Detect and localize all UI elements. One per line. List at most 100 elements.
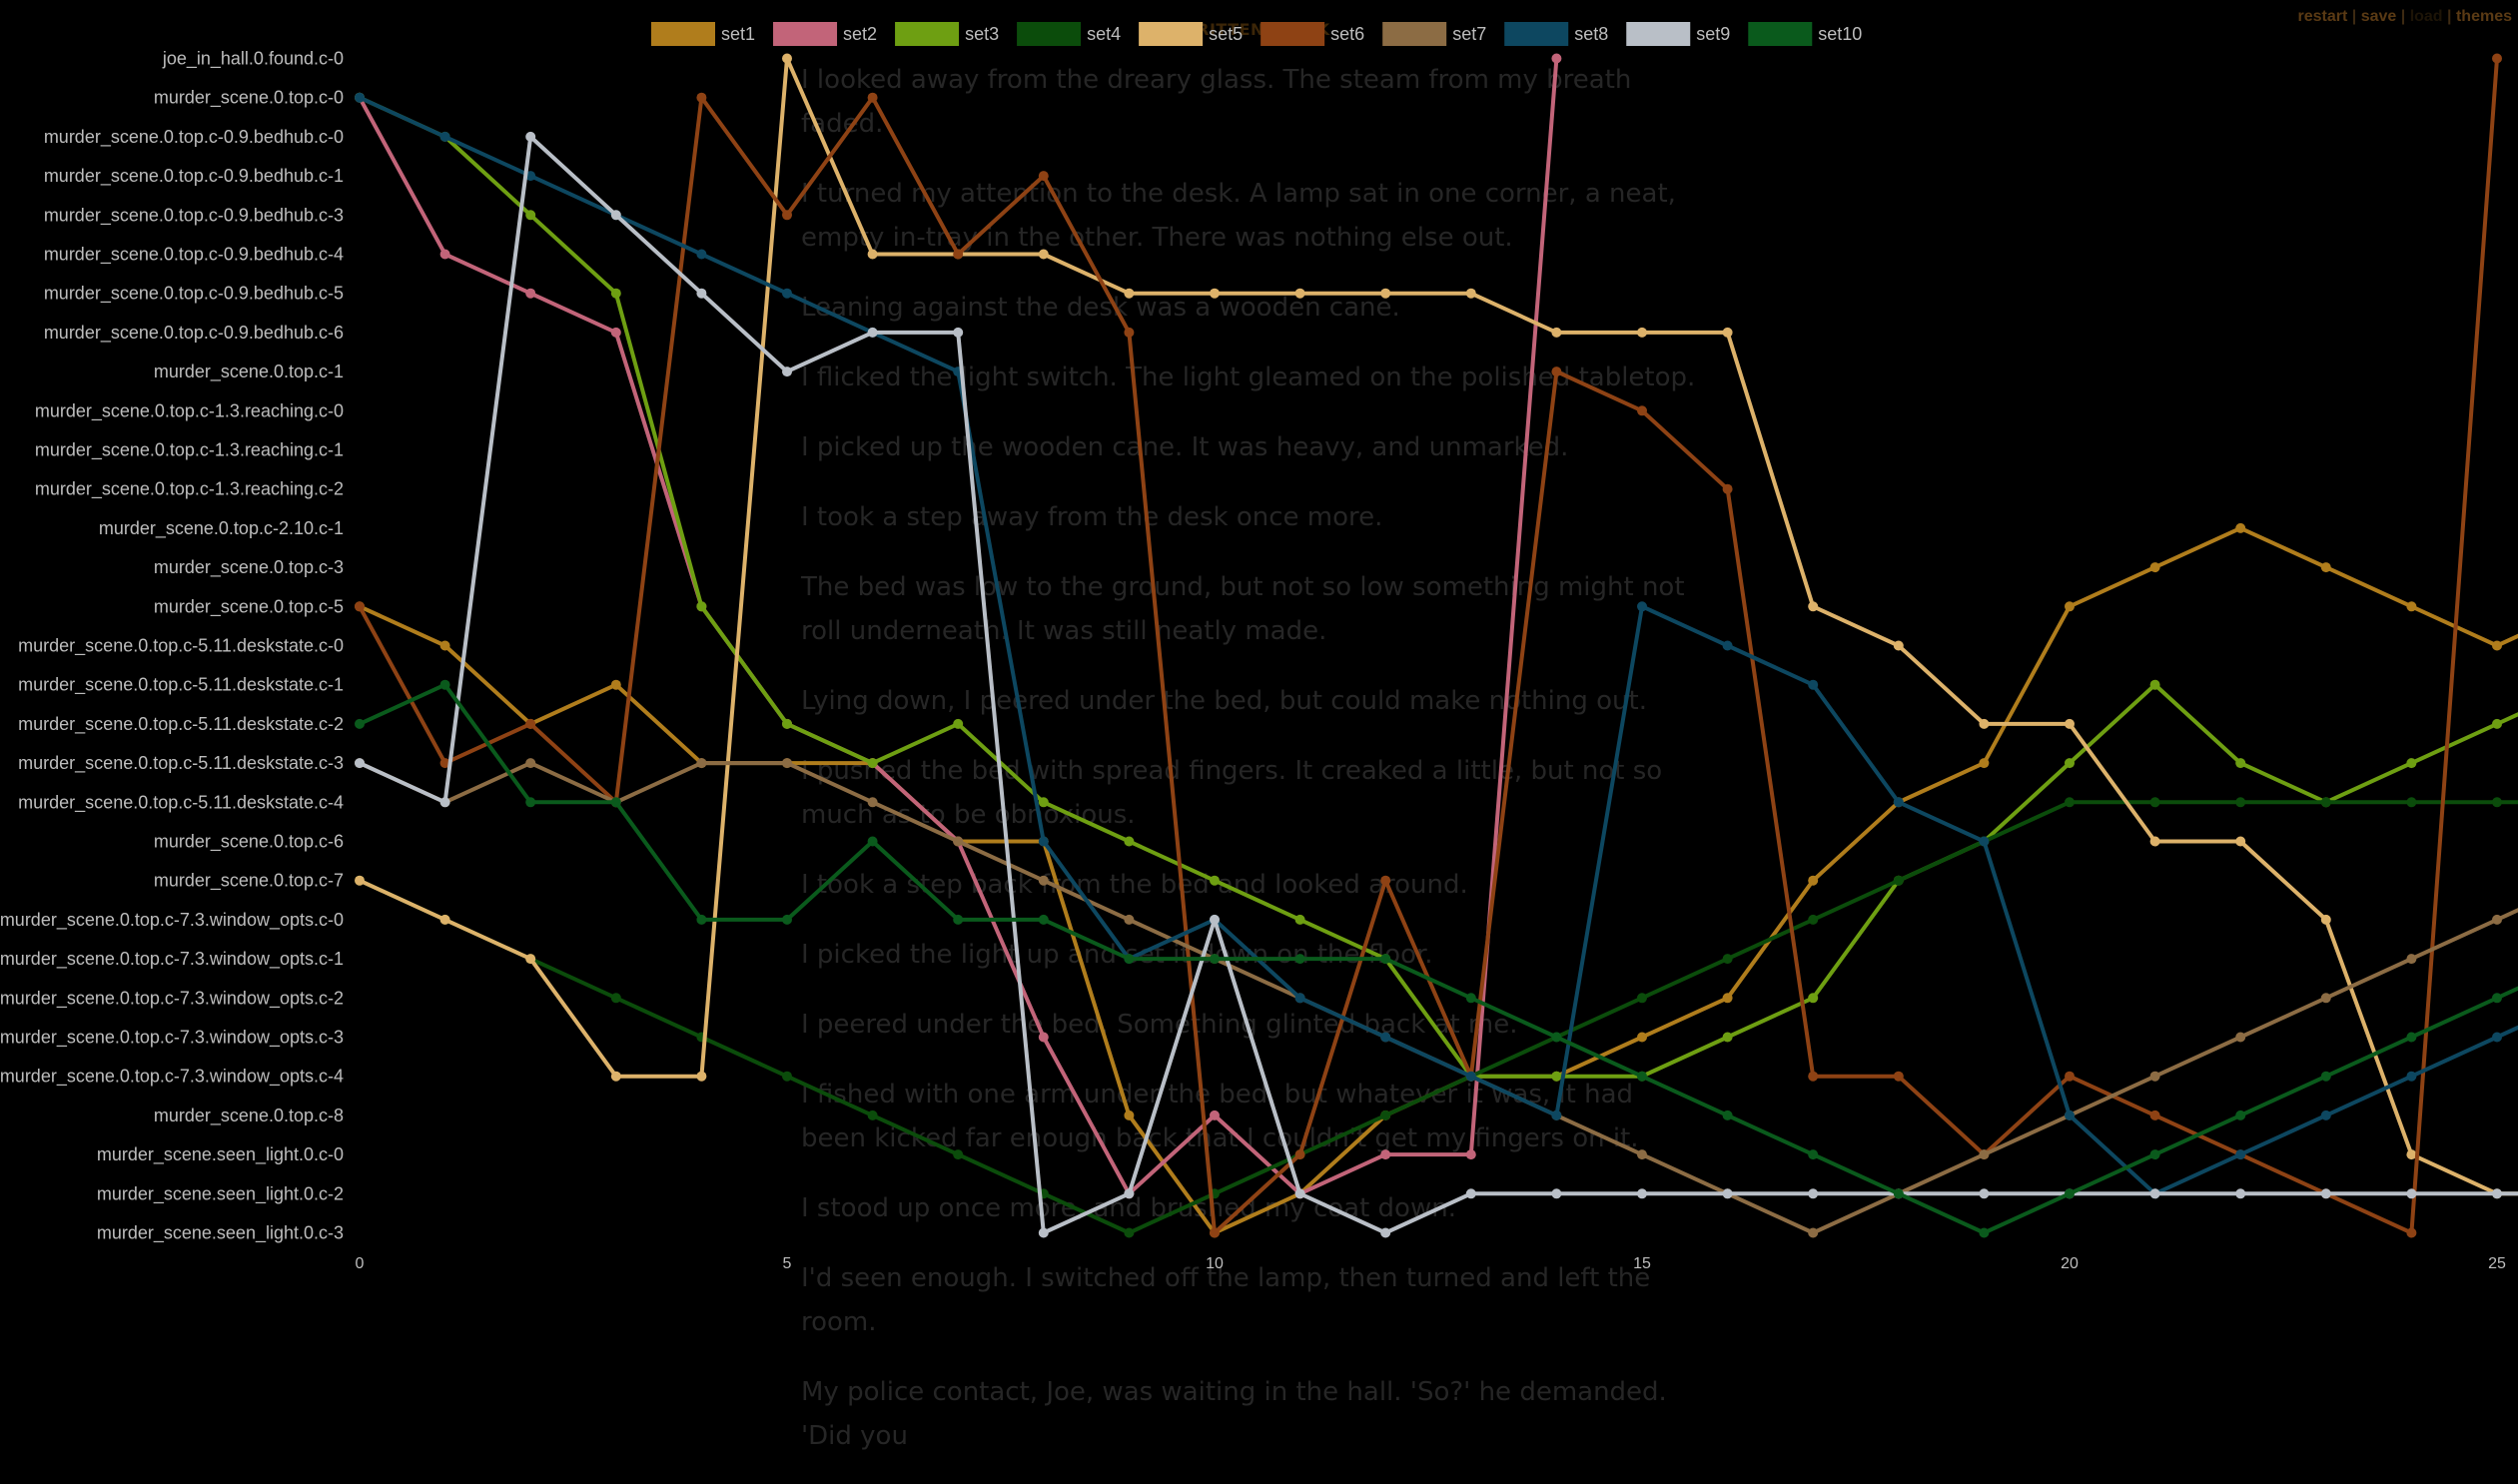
y-tick-label: murder_scene.0.top.c-8 bbox=[154, 1106, 344, 1126]
data-point bbox=[1294, 993, 1305, 1004]
data-point bbox=[1808, 914, 1819, 925]
legend-item-set6[interactable]: set6 bbox=[1260, 22, 1364, 46]
data-point bbox=[1637, 601, 1647, 612]
x-tick-label: 15 bbox=[1633, 1255, 1651, 1272]
restart-link[interactable]: restart bbox=[2297, 8, 2348, 25]
data-point bbox=[1808, 679, 1819, 690]
x-tick-label: 0 bbox=[356, 1255, 365, 1272]
data-point bbox=[696, 601, 707, 612]
data-point bbox=[2149, 1149, 2160, 1160]
data-point bbox=[1722, 640, 1733, 651]
legend-item-set8[interactable]: set8 bbox=[1504, 22, 1608, 46]
y-tick-label: murder_scene.seen_light.0.c-3 bbox=[97, 1223, 344, 1244]
data-point bbox=[1124, 914, 1135, 925]
data-point bbox=[2406, 954, 2417, 965]
legend-item-set9[interactable]: set9 bbox=[1626, 22, 1730, 46]
data-point bbox=[1038, 249, 1049, 260]
data-point bbox=[2065, 1188, 2075, 1199]
story-paragraph: I picked up the wooden cane. It was heav… bbox=[801, 432, 1569, 462]
data-point bbox=[1210, 1110, 1220, 1120]
data-point bbox=[610, 993, 621, 1004]
data-point bbox=[867, 1110, 878, 1120]
data-point bbox=[953, 836, 964, 847]
data-point bbox=[610, 327, 621, 338]
data-point bbox=[1465, 1149, 1476, 1160]
data-point bbox=[1722, 954, 1733, 965]
data-point bbox=[1808, 601, 1819, 612]
data-point bbox=[782, 914, 792, 925]
data-point bbox=[1637, 1149, 1647, 1160]
data-point bbox=[696, 288, 707, 299]
data-point bbox=[1551, 1071, 1562, 1082]
y-tick-label: murder_scene.0.top.c-1.3.reaching.c-2 bbox=[35, 479, 344, 500]
themes-link[interactable]: themes bbox=[2455, 8, 2512, 25]
data-point bbox=[355, 875, 365, 886]
legend-item-set1[interactable]: set1 bbox=[651, 22, 755, 46]
y-tick-label: murder_scene.0.top.c-7.3.window_opts.c-0 bbox=[0, 910, 344, 931]
save-link[interactable]: save bbox=[2360, 8, 2397, 25]
data-point bbox=[2235, 1110, 2246, 1120]
data-point bbox=[1551, 1032, 1562, 1043]
menu-separator: | bbox=[2447, 8, 2452, 25]
data-point bbox=[953, 327, 964, 338]
x-tick-label: 10 bbox=[1206, 1255, 1224, 1272]
data-point bbox=[1294, 954, 1305, 965]
series-set3 bbox=[355, 92, 2518, 1082]
data-point bbox=[696, 914, 707, 925]
data-point bbox=[2320, 1110, 2331, 1120]
data-point bbox=[2065, 1110, 2075, 1120]
data-point bbox=[1124, 1188, 1135, 1199]
data-point bbox=[355, 718, 365, 729]
x-tick-label: 25 bbox=[2488, 1255, 2506, 1272]
data-point bbox=[1551, 367, 1562, 377]
data-point bbox=[1722, 1110, 1733, 1120]
data-point bbox=[2492, 640, 2502, 651]
data-point bbox=[696, 1071, 707, 1082]
data-point bbox=[355, 601, 365, 612]
legend-item-set7[interactable]: set7 bbox=[1382, 22, 1486, 46]
legend-label: set1 bbox=[721, 24, 755, 44]
data-point bbox=[1979, 1188, 1990, 1199]
data-point bbox=[1893, 875, 1904, 886]
y-tick-label: murder_scene.0.top.c-6 bbox=[154, 832, 344, 853]
data-point bbox=[2065, 797, 2075, 808]
data-point bbox=[1808, 1188, 1819, 1199]
data-point bbox=[2320, 914, 2331, 925]
y-axis-labels: joe_in_hall.0.found.c-0 murder_scene.0.to… bbox=[0, 49, 344, 1244]
legend-label: set8 bbox=[1574, 24, 1608, 44]
legend-item-set4[interactable]: set4 bbox=[1017, 22, 1121, 46]
y-tick-label: murder_scene.0.top.c-1.3.reaching.c-1 bbox=[35, 440, 344, 461]
legend-label: set6 bbox=[1330, 24, 1364, 44]
legend-item-set3[interactable]: set3 bbox=[895, 22, 999, 46]
series-line bbox=[359, 800, 2518, 1235]
data-point bbox=[1210, 288, 1220, 299]
data-point bbox=[525, 954, 536, 965]
data-point bbox=[953, 249, 964, 260]
data-point bbox=[953, 718, 964, 729]
series-set8 bbox=[355, 92, 2518, 1199]
legend-label: set7 bbox=[1452, 24, 1486, 44]
data-point bbox=[1124, 836, 1135, 847]
story-paragraph: I turned my attention to the desk. A lam… bbox=[801, 179, 1676, 253]
data-point bbox=[1124, 954, 1135, 965]
data-point bbox=[439, 797, 450, 808]
data-point bbox=[525, 758, 536, 769]
data-point bbox=[2492, 53, 2502, 64]
legend-label: set10 bbox=[1818, 24, 1862, 44]
y-tick-label: murder_scene.0.top.c-1 bbox=[154, 362, 344, 382]
legend-item-set2[interactable]: set2 bbox=[773, 22, 877, 46]
data-point bbox=[953, 1149, 964, 1160]
y-tick-label: murder_scene.seen_light.0.c-0 bbox=[97, 1144, 344, 1165]
data-point bbox=[1465, 1188, 1476, 1199]
series-set4 bbox=[355, 797, 2518, 1238]
data-point bbox=[782, 367, 792, 377]
data-point bbox=[1124, 327, 1135, 338]
data-point bbox=[2492, 718, 2502, 729]
legend-item-set10[interactable]: set10 bbox=[1748, 22, 1862, 46]
data-point bbox=[355, 758, 365, 769]
data-point bbox=[1210, 914, 1220, 925]
data-point bbox=[1551, 1110, 1562, 1120]
data-point bbox=[439, 679, 450, 690]
legend-swatch bbox=[1139, 22, 1204, 46]
legend-item-set5[interactable]: set5 bbox=[1139, 22, 1243, 46]
